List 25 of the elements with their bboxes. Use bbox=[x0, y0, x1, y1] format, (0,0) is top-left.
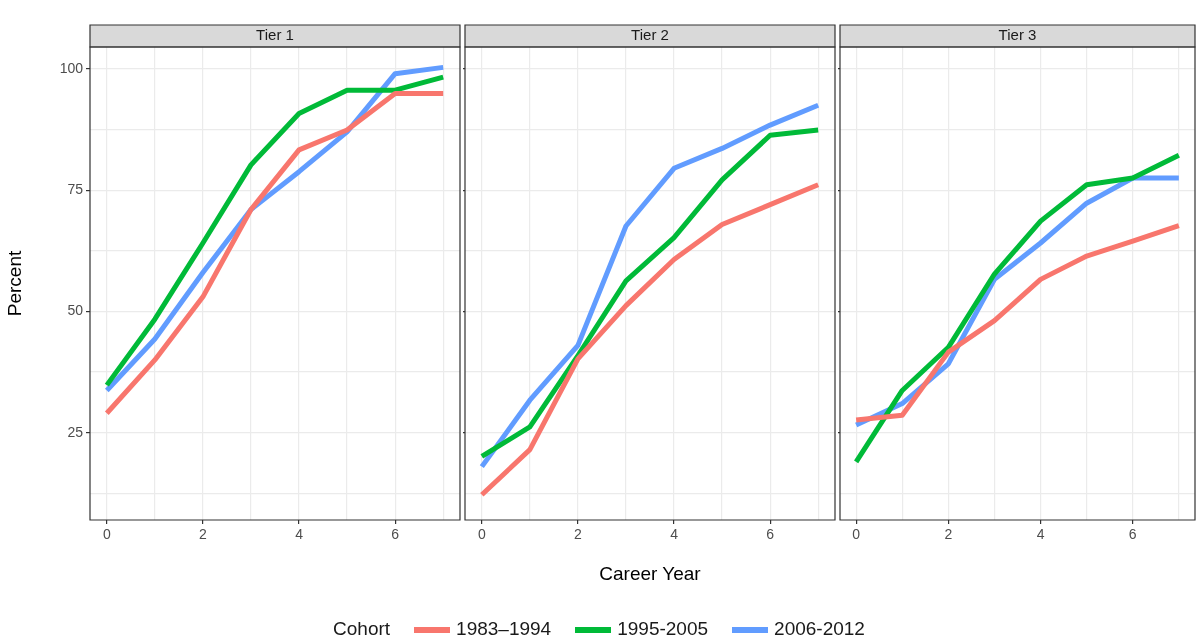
x-tick-label: 4 bbox=[1036, 526, 1045, 543]
x-tick-label: 6 bbox=[1128, 526, 1137, 543]
x-tick-label: 2 bbox=[944, 526, 953, 543]
legend-label: 1995-2005 bbox=[617, 618, 709, 639]
chart-title: Tier 1 bbox=[256, 26, 294, 44]
chart-title: Tier 3 bbox=[998, 26, 1037, 44]
x-tick-label: 0 bbox=[102, 526, 111, 543]
y-tick-label: 75 bbox=[67, 180, 84, 197]
legend-label: 1983–1994 bbox=[456, 618, 552, 639]
x-tick-label: 4 bbox=[670, 526, 679, 543]
y-tick-label: 100 bbox=[59, 59, 84, 76]
y-tick-label: 50 bbox=[67, 302, 84, 319]
x-axis-title: Career Year bbox=[599, 562, 702, 584]
legend-title: Cohort bbox=[333, 618, 391, 640]
x-tick-label: 0 bbox=[852, 526, 861, 543]
x-tick-label: 6 bbox=[391, 526, 400, 543]
x-tick-label: 2 bbox=[574, 526, 583, 543]
x-tick-label: 4 bbox=[295, 526, 304, 543]
y-axis-title: Percent bbox=[3, 250, 25, 317]
x-tick-label: 2 bbox=[199, 526, 208, 543]
chart-title: Tier 2 bbox=[631, 26, 669, 44]
x-tick-label: 6 bbox=[766, 526, 775, 543]
legend-label: 2006-2012 bbox=[774, 618, 865, 639]
y-tick-label: 25 bbox=[67, 423, 84, 440]
x-tick-label: 0 bbox=[477, 526, 486, 543]
